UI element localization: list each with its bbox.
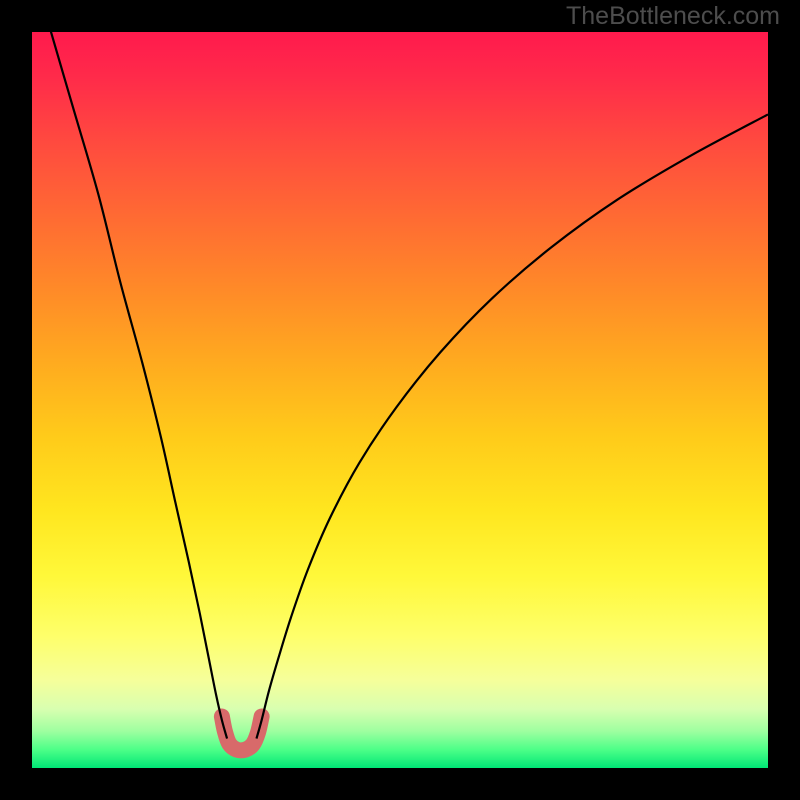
curve-left-branch [47,32,227,739]
plot-area [32,32,768,768]
curve-right-branch [256,114,768,738]
watermark-text: TheBottleneck.com [566,2,780,31]
figure-root: TheBottleneck.com [0,0,800,800]
valley-marker [222,716,262,750]
curves-layer [32,32,768,768]
